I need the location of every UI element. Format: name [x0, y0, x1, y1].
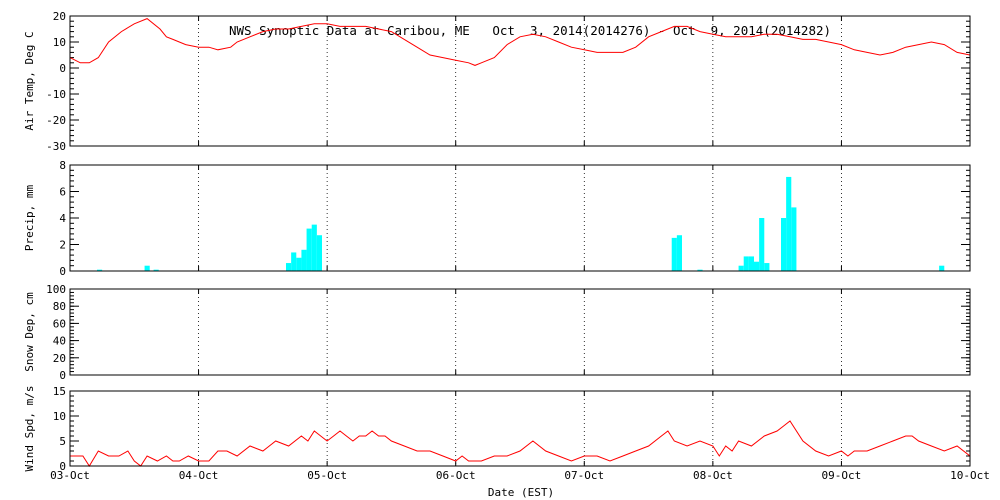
y-tick-label: 8: [59, 159, 66, 172]
precip-bar: [153, 269, 159, 271]
y-tick-label: 60: [53, 317, 66, 330]
precip-bar: [764, 263, 770, 271]
precip-bar: [738, 265, 744, 271]
wind-y-axis-label: Wind Spd, m/s: [23, 385, 36, 471]
y-tick-label: 0: [59, 265, 66, 278]
y-tick-label: 20: [53, 10, 66, 23]
y-tick-label: 20: [53, 352, 66, 365]
precip-bar: [316, 235, 322, 271]
precip-bar: [754, 261, 760, 271]
precip-bar: [697, 269, 703, 271]
precip-bar: [286, 263, 292, 271]
precip-bar: [291, 252, 297, 271]
y-tick-label: 100: [46, 283, 66, 296]
y-tick-label: 5: [59, 435, 66, 448]
precip-bar: [97, 269, 103, 271]
precip-bar: [671, 237, 677, 271]
x-tick-label-06-Oct: 06-Oct: [436, 469, 476, 482]
panels: -30 -20 -10 0 10 20 Air Temp, Deg C 0 2 4 6 8 Precip…: [23, 10, 990, 482]
x-axis-label: Date (EST): [488, 486, 554, 499]
y-tick-label: 2: [59, 239, 66, 252]
precip-bar: [311, 224, 317, 271]
precip-bar: [781, 218, 787, 271]
y-tick-label: 0: [59, 369, 66, 382]
precip-bar: [748, 256, 754, 271]
y-tick-label: 10: [53, 36, 66, 49]
y-tick-label: 40: [53, 335, 66, 348]
x-tick-label-08-Oct: 08-Oct: [693, 469, 733, 482]
panel-wind: 0 5 10 15 Wind Spd, m/s: [23, 385, 971, 473]
precip-bar: [144, 265, 150, 271]
precip-bar: [939, 265, 945, 271]
y-tick-label: 80: [53, 300, 66, 313]
y-tick-label: 0: [59, 460, 66, 473]
y-tick-label: 4: [59, 212, 66, 225]
precip-bar: [296, 257, 302, 271]
panel-snow: 0 20 40 60 80 100 Snow Dep, cm: [23, 283, 971, 382]
precip-bar: [759, 218, 765, 271]
y-tick-label: -10: [46, 88, 66, 101]
temp-y-axis-label: Air Temp, Deg C: [23, 31, 36, 130]
y-tick-label: 0: [59, 62, 66, 75]
x-tick-label-10-Oct: 10-Oct: [950, 469, 990, 482]
precip-bar: [786, 176, 792, 271]
precip-plot-frame: [69, 164, 971, 272]
precip-y-axis-label: Precip, mm: [23, 185, 36, 252]
x-tick-label-07-Oct: 07-Oct: [564, 469, 604, 482]
precip-bar: [743, 256, 749, 271]
precip-bar: [791, 207, 797, 271]
chart-title: NWS Synoptic Data at Caribou, ME Oct 3, …: [229, 23, 831, 38]
snow-y-axis-label: Snow Dep, cm: [23, 292, 36, 372]
x-tick-label-05-Oct: 05-Oct: [307, 469, 347, 482]
wind-plot-frame: [69, 390, 971, 467]
wind-series-line: [70, 420, 971, 467]
precip-bar: [676, 235, 682, 271]
temp-plot-frame: [69, 15, 971, 147]
panel-temp: -30 -20 -10 0 10 20 Air Temp, Deg C: [23, 10, 971, 153]
y-tick-label: 10: [53, 410, 66, 423]
snow-plot-frame: [69, 288, 971, 376]
y-tick-label: -30: [46, 140, 66, 153]
y-tick-label: 6: [59, 186, 66, 199]
precip-bar: [306, 228, 312, 271]
x-tick-label-04-Oct: 04-Oct: [179, 469, 219, 482]
x-tick-label-03-Oct: 03-Oct: [50, 469, 90, 482]
precip-bar: [301, 249, 307, 271]
x-tick-label-09-Oct: 09-Oct: [822, 469, 862, 482]
temp-series-line: [69, 18, 971, 66]
y-tick-label: 15: [53, 385, 66, 398]
y-tick-label: -20: [46, 114, 66, 127]
panel-precip: 0 2 4 6 8 Precip, mm: [23, 159, 971, 278]
